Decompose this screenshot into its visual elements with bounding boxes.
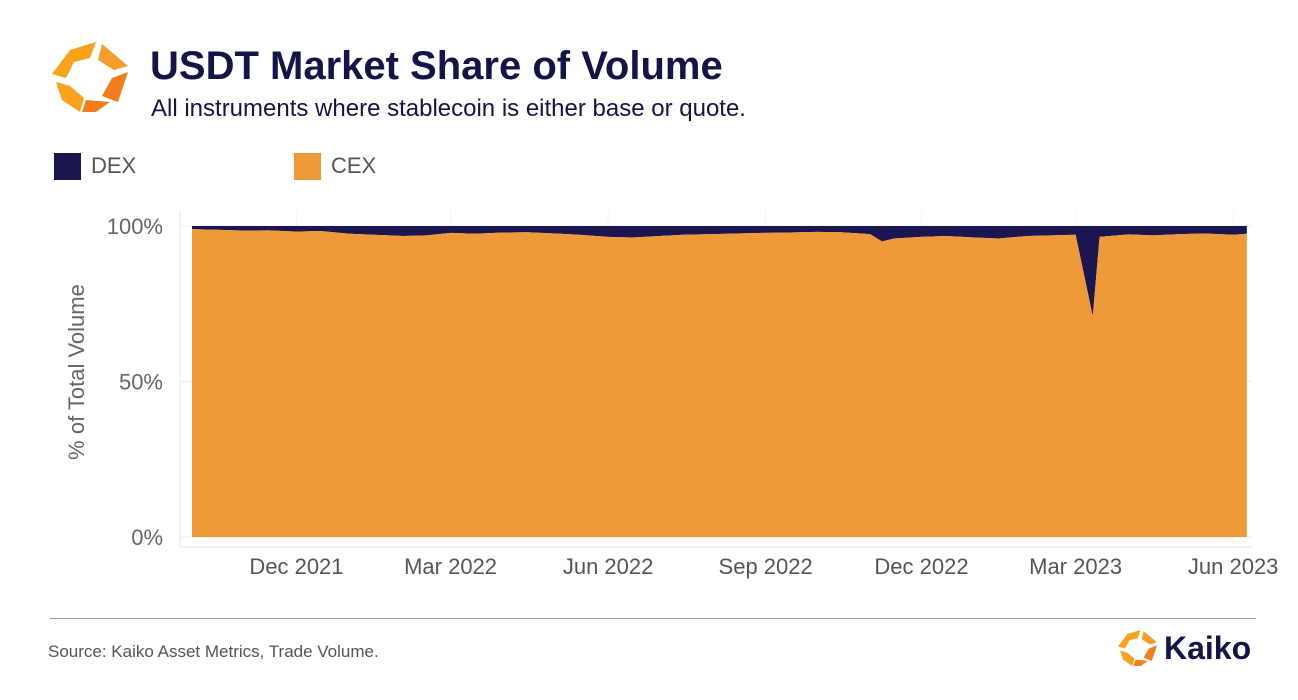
y-axis-label: % of Total Volume <box>64 284 89 460</box>
brand-name: Kaiko <box>1164 629 1252 666</box>
area-chart: 0% 50% 100% Dec 2021 Mar 2022 Jun 2022 Sep 202… <box>64 211 1279 579</box>
x-tick-label: Jun 2022 <box>563 554 654 579</box>
y-tick-label: 100% <box>107 214 163 239</box>
x-tick-label: Mar 2023 <box>1029 554 1122 579</box>
x-tick-label: Dec 2021 <box>249 554 343 579</box>
x-tick-label: Sep 2022 <box>719 554 813 579</box>
x-tick-label: Mar 2022 <box>404 554 497 579</box>
y-tick-label: 0% <box>131 525 163 550</box>
y-tick-label: 50% <box>119 370 163 395</box>
legend-item-cex: CEX <box>294 152 376 180</box>
brand-footer: Kaiko <box>1118 628 1251 668</box>
series-area-cex <box>191 229 1247 538</box>
x-tick-label: Dec 2022 <box>874 554 968 579</box>
kaiko-brand-icon <box>1118 630 1157 666</box>
kaiko-logo-icon <box>52 42 128 112</box>
legend-swatch-dex <box>54 152 81 180</box>
legend-item-dex: DEX <box>54 152 136 180</box>
chart-subtitle: All instruments where stablecoin is eith… <box>151 95 746 122</box>
legend-label-dex: DEX <box>91 153 137 178</box>
legend-label-cex: CEX <box>331 153 377 178</box>
source-note: Source: Kaiko Asset Metrics, Trade Volum… <box>48 642 379 661</box>
legend-swatch-cex <box>294 152 321 180</box>
axis-layer: 0% 50% 100% Dec 2021 Mar 2022 Jun 2022 Sep 202… <box>107 211 1279 579</box>
x-tick-label: Jun 2023 <box>1188 554 1279 579</box>
area-layer <box>191 226 1247 538</box>
footer-divider <box>50 618 1256 619</box>
chart-title: USDT Market Share of Volume <box>150 44 723 88</box>
